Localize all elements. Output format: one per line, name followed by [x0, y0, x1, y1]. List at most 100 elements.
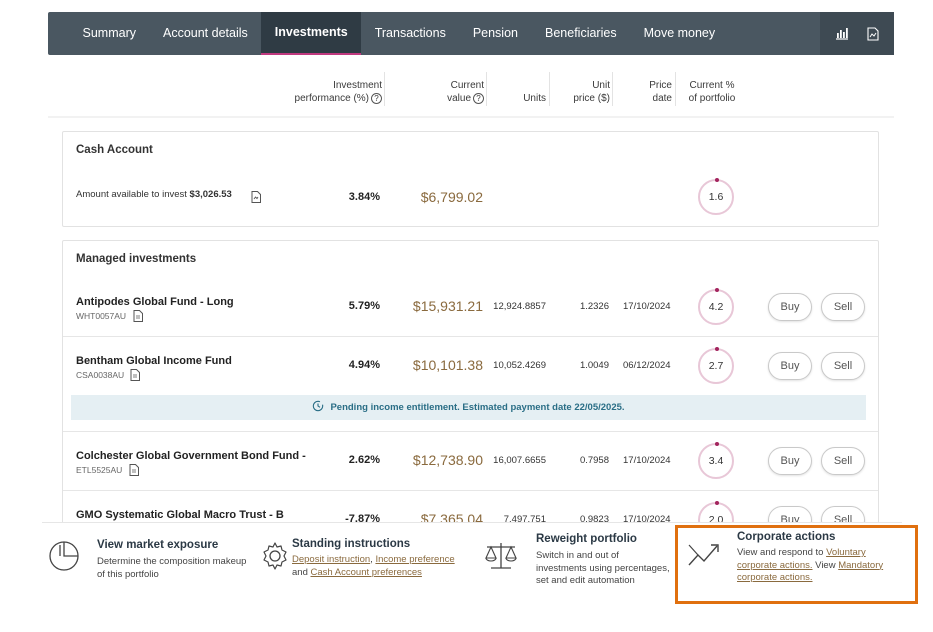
deposit-instruction-link[interactable]: Deposit instruction: [292, 554, 371, 565]
fund-name[interactable]: GMO Systematic Global Macro Trust - B: [76, 509, 284, 521]
cash-account-title: Cash Account: [76, 144, 153, 156]
document-chart-icon[interactable]: [867, 26, 879, 41]
row-divider: [63, 490, 878, 491]
portfolio-pct-value: 3.4: [708, 455, 724, 467]
document-icon[interactable]: [129, 463, 139, 481]
tab-investments[interactable]: Investments: [261, 12, 362, 55]
desc-line: investments using percentages,: [536, 562, 670, 574]
fund-performance: 2.62%: [348, 454, 380, 466]
fund-price-date: 17/10/2024: [623, 514, 671, 525]
buy-button[interactable]: Buy: [768, 447, 812, 475]
available-label: Amount available to invest: [76, 189, 187, 200]
tab-summary[interactable]: Summary: [82, 26, 136, 40]
tab-transactions[interactable]: Transactions: [374, 26, 446, 40]
notice-text: Pending income entitlement. Estimated pa…: [330, 402, 625, 413]
fund-current-value: $12,738.90: [412, 452, 483, 468]
cash-performance: 3.84%: [348, 191, 380, 203]
document-icon[interactable]: [133, 309, 143, 327]
available-to-invest: Amount available to invest $3,026.53: [76, 189, 232, 200]
portfolio-pct-ring: 3.4: [698, 442, 734, 479]
column-header-line: Current %: [689, 80, 735, 91]
portfolio-pct-value: 1.6: [708, 191, 724, 203]
fund-code: CSA0038AU: [76, 370, 125, 380]
fund-units: 16,007.6655: [493, 455, 546, 466]
bar-chart-icon[interactable]: [835, 27, 849, 40]
portfolio-actions-bar: View market exposure Determine the compo…: [42, 522, 902, 632]
column-header-line: Unit: [592, 80, 610, 91]
tab-pension[interactable]: Pension: [472, 26, 518, 40]
cash-account-card: Cash Account Amount available to invest …: [62, 131, 879, 227]
market-exposure-title[interactable]: View market exposure: [97, 539, 219, 551]
column-header-line: Current: [450, 80, 484, 91]
and-text: and: [292, 566, 308, 578]
corporate-actions-title[interactable]: Corporate actions: [737, 531, 836, 543]
document-icon[interactable]: [130, 368, 140, 386]
fund-current-value: $15,931.21: [412, 298, 483, 314]
desc-line: of this portfolio: [97, 568, 159, 580]
column-header-line: performance (%): [294, 93, 369, 104]
document-icon[interactable]: [251, 190, 261, 208]
fund-current-value: $10,101.38: [412, 357, 483, 373]
desc-text: View and respond to: [737, 547, 824, 558]
help-icon[interactable]: ?: [473, 93, 484, 104]
desc-line: Determine the composition makeup: [97, 556, 247, 567]
column-divider: [486, 72, 487, 106]
top-navigation: Summary Account details Investments Tran…: [48, 12, 894, 55]
fund-price-date: 17/10/2024: [623, 455, 671, 466]
cash-current-value: $6,799.02: [420, 189, 483, 205]
column-header-performance: Investment performance (%)?: [282, 79, 382, 105]
column-header-line: Investment: [333, 80, 382, 91]
managed-investments-card: Managed investments Antipodes Global Fun…: [62, 240, 879, 530]
tab-move-money[interactable]: Move money: [643, 26, 716, 40]
desc-line: set and edit automation: [536, 575, 635, 586]
reweight-portfolio-desc: Switch in and out of investments using p…: [536, 550, 670, 588]
nav-tools: [820, 12, 894, 55]
fund-name[interactable]: Bentham Global Income Fund: [76, 355, 232, 367]
gear-icon[interactable]: [260, 541, 290, 576]
tab-bar: Summary Account details Investments Tran…: [48, 12, 729, 55]
voluntary-corporate-actions-link[interactable]: Voluntary: [826, 547, 866, 558]
column-divider: [675, 72, 676, 106]
portfolio-pct-ring: 1.6: [698, 178, 734, 215]
row-divider: [63, 336, 878, 337]
column-header-units: Units: [500, 92, 546, 105]
fund-performance: 4.94%: [348, 359, 380, 371]
portfolio-pct-ring: 4.2: [698, 288, 734, 325]
buy-button[interactable]: Buy: [768, 352, 812, 380]
fund-price-date: 17/10/2024: [623, 301, 671, 312]
fund-unit-price: 0.9823: [579, 514, 609, 525]
column-header-line: value: [447, 93, 471, 104]
scales-icon[interactable]: [483, 540, 519, 577]
help-icon[interactable]: ?: [371, 93, 382, 104]
standing-instructions-desc: Deposit instruction, Income preference a…: [292, 554, 455, 579]
desc-text: View: [815, 559, 836, 571]
standing-instructions-title[interactable]: Standing instructions: [292, 538, 411, 550]
voluntary-corporate-actions-link[interactable]: corporate actions.: [737, 559, 813, 571]
fund-name[interactable]: Colchester Global Government Bond Fund -: [76, 450, 306, 462]
fund-name[interactable]: Antipodes Global Fund - Long: [76, 296, 234, 308]
reweight-portfolio-title[interactable]: Reweight portfolio: [536, 533, 637, 545]
sell-button[interactable]: Sell: [821, 447, 865, 475]
mandatory-corporate-actions-link[interactable]: corporate actions.: [737, 572, 813, 583]
cash-account-preferences-link[interactable]: Cash Account preferences: [310, 566, 422, 578]
row-divider: [63, 431, 878, 432]
pending-income-notice: Pending income entitlement. Estimated pa…: [71, 395, 866, 420]
tab-account-details[interactable]: Account details: [162, 26, 248, 40]
sell-button[interactable]: Sell: [821, 352, 865, 380]
tab-beneficiaries[interactable]: Beneficiaries: [545, 26, 617, 40]
mandatory-corporate-actions-link[interactable]: Mandatory: [838, 559, 884, 571]
fund-unit-price: 0.7958: [579, 455, 609, 466]
trend-arrows-icon[interactable]: [687, 539, 721, 574]
corporate-actions-highlight: [675, 525, 918, 604]
income-preference-link[interactable]: Income preference: [375, 554, 455, 565]
portfolio-pct-ring: 2.7: [698, 347, 734, 384]
desc-line: Switch in and out of: [536, 550, 619, 561]
pie-chart-icon[interactable]: [47, 539, 81, 578]
managed-investments-title: Managed investments: [76, 253, 197, 265]
sell-button[interactable]: Sell: [821, 293, 865, 321]
fund-price-date: 06/12/2024: [623, 360, 671, 371]
buy-button[interactable]: Buy: [768, 293, 812, 321]
fund-unit-price: 1.0049: [579, 360, 609, 371]
column-header-line: of portfolio: [688, 93, 736, 104]
fund-code: WHT0057AU: [76, 311, 127, 321]
